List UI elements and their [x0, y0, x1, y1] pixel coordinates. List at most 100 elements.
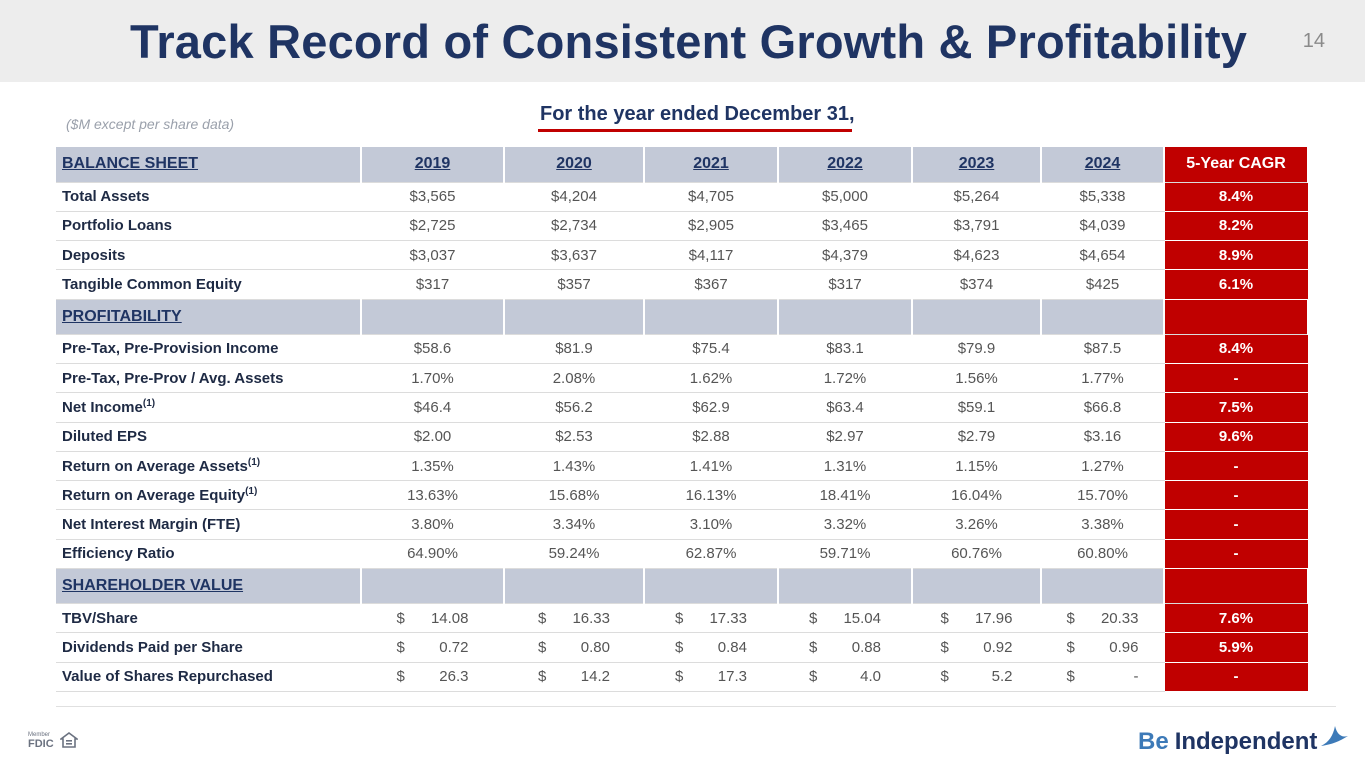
value-cell: $14.2 [504, 662, 645, 692]
amount: - [1133, 668, 1139, 686]
amount: 17.33 [709, 609, 747, 627]
row-label: Pre-Tax, Pre-Provision Income [56, 334, 362, 364]
value-cell: $83.1 [778, 334, 913, 364]
balance-sheet-header-row: BALANCE SHEET 2019 2020 2021 2022 2023 2024 5-Y… [56, 147, 1309, 183]
value-cell: 3.80% [361, 509, 505, 540]
amount: 17.3 [717, 668, 747, 686]
row-label: Value of Shares Repurchased [56, 662, 362, 692]
footnote-marker: (1) [142, 397, 156, 409]
value-cell: $16.33 [504, 603, 645, 634]
table-row: Diluted EPS $2.00 $2.53 $2.88 $2.97 $2.79 $3.1… [56, 422, 1309, 452]
row-label: Net Interest Margin (FTE) [56, 509, 362, 540]
blank-cell [1041, 568, 1165, 605]
currency-symbol: $ [538, 668, 547, 686]
cagr-blank-cell [1164, 568, 1309, 605]
amount: 14.2 [580, 668, 610, 686]
year-header: 2019 [361, 147, 505, 183]
row-label-text: Tangible Common Equity [62, 276, 242, 294]
table-row: Tangible Common Equity $317 $357 $367 $317 $3… [56, 269, 1309, 300]
value-cell: $2,905 [644, 211, 779, 242]
value-cell: 59.71% [778, 539, 913, 570]
row-label: Return on Average Assets(1) [56, 451, 362, 482]
amount: 0.72 [439, 639, 469, 656]
value-cell: $3,565 [361, 182, 505, 212]
table-row: Dividends Paid per Share $0.72 $0.80 $0.84 $… [56, 632, 1309, 663]
value-cell: $5,264 [912, 182, 1042, 212]
row-label-text: TBV/Share [62, 609, 138, 627]
table-row: TBV/Share $14.08 $16.33 $17.33 $15.04 $17.96 $… [56, 603, 1309, 634]
value-cell: 1.31% [778, 451, 913, 482]
value-cell: 60.76% [912, 539, 1042, 570]
shareholder-value-title: SHAREHOLDER VALUE [56, 568, 362, 605]
amount: 0.92 [983, 639, 1013, 656]
slide-header: Track Record of Consistent Growth & Prof… [0, 0, 1365, 82]
value-cell: $4,379 [778, 240, 913, 271]
value-cell: $4,654 [1041, 240, 1165, 271]
value-cell: 18.41% [778, 480, 913, 511]
blank-cell [504, 299, 645, 335]
money-value: $0.96 [1042, 639, 1164, 656]
currency-symbol: $ [1066, 639, 1075, 656]
period-label: For the year ended December 31, [540, 103, 855, 125]
value-cell: $4.0 [778, 662, 913, 692]
value-cell: $56.2 [504, 392, 645, 423]
value-cell: $58.6 [361, 334, 505, 364]
value-cell: $3,465 [778, 211, 913, 242]
fdic-member-text: Member [28, 732, 51, 738]
value-cell: $4,705 [644, 182, 779, 212]
currency-symbol: $ [940, 668, 949, 686]
value-cell: $63.4 [778, 392, 913, 423]
row-label: Deposits [56, 240, 362, 271]
value-cell: $17.96 [912, 603, 1042, 634]
table-row: Net Income(1) $46.4 $56.2 $62.9 $63.4 $59.1 $6… [56, 392, 1309, 423]
profitability-title: PROFITABILITY [56, 299, 362, 335]
value-cell: $2,734 [504, 211, 645, 242]
currency-symbol: $ [396, 609, 405, 627]
value-cell: $0.88 [778, 632, 913, 663]
cagr-cell: 8.9% [1164, 240, 1309, 271]
value-cell: 64.90% [361, 539, 505, 570]
shareholder-value-header-row: SHAREHOLDER VALUE [56, 568, 1309, 605]
value-cell: $17.33 [644, 603, 779, 634]
currency-symbol: $ [538, 609, 547, 627]
amount: 4.0 [860, 668, 881, 686]
value-cell: 13.63% [361, 480, 505, 511]
value-cell: 59.24% [504, 539, 645, 570]
balance-sheet-title: BALANCE SHEET [56, 147, 362, 183]
equal-housing-icon [59, 732, 78, 748]
table-row: Deposits $3,037 $3,637 $4,117 $4,379 $4,623 $4… [56, 240, 1309, 271]
value-cell: $5.2 [912, 662, 1042, 692]
currency-symbol: $ [675, 639, 684, 656]
cagr-header: 5-Year CAGR [1164, 147, 1309, 183]
value-cell: 62.87% [644, 539, 779, 570]
row-label: Efficiency Ratio [56, 539, 362, 570]
row-label: Dividends Paid per Share [56, 632, 362, 663]
row-label: TBV/Share [56, 603, 362, 634]
money-value: $16.33 [505, 610, 644, 627]
value-cell: 3.10% [644, 509, 779, 540]
value-cell: $0.96 [1041, 632, 1165, 663]
year-header: 2021 [644, 147, 779, 183]
money-value: $5.2 [913, 668, 1041, 685]
value-cell: $2,725 [361, 211, 505, 242]
value-cell: $26.3 [361, 662, 505, 692]
row-label-text: Net Interest Margin (FTE) [62, 516, 241, 534]
cagr-cell: - [1164, 363, 1309, 394]
table-row: Total Assets $3,565 $4,204 $4,705 $5,000 $5,2… [56, 182, 1309, 212]
money-value: $17.33 [645, 610, 778, 627]
currency-symbol: $ [809, 668, 818, 686]
amount: 16.33 [572, 609, 610, 627]
year-header: 2024 [1041, 147, 1165, 183]
value-cell: 60.80% [1041, 539, 1165, 570]
value-cell: $ - [1041, 662, 1165, 692]
money-value: $15.04 [779, 610, 912, 627]
money-value: $20.33 [1042, 610, 1164, 627]
money-value: $26.3 [362, 668, 504, 685]
value-cell: 15.68% [504, 480, 645, 511]
currency-symbol: $ [940, 609, 949, 627]
profitability-header-row: PROFITABILITY [56, 299, 1309, 335]
row-label-text: Return on Average Assets [62, 457, 248, 475]
row-label-text: Deposits [62, 246, 126, 264]
value-cell: 16.04% [912, 480, 1042, 511]
value-cell: $374 [912, 269, 1042, 300]
